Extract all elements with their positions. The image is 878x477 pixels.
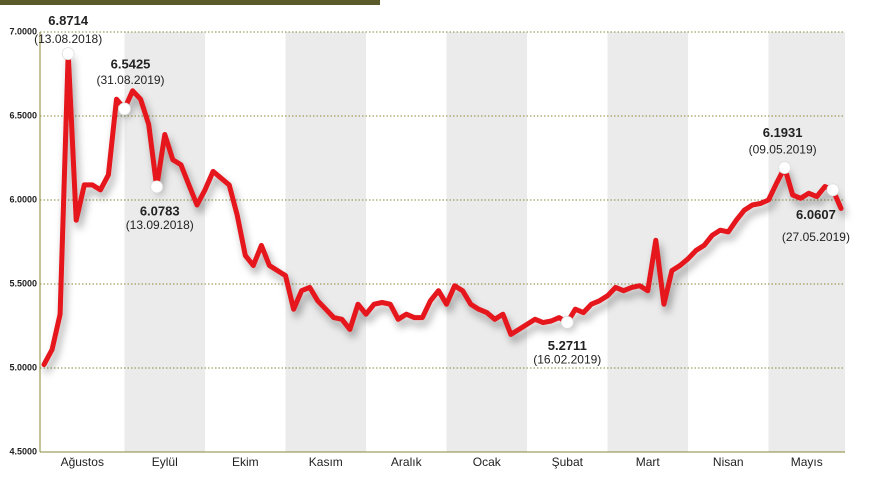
- highlight-dot: [150, 180, 164, 194]
- y-tick-label: 5.5000: [9, 278, 37, 288]
- x-tick-label: Ağustos: [61, 455, 104, 469]
- highlight-dot: [118, 102, 131, 116]
- data-line: [41, 51, 844, 368]
- x-tick-label: Ocak: [473, 455, 502, 469]
- annotation-value: 6.0607: [796, 207, 836, 222]
- y-tick-label: 6.5000: [9, 110, 37, 120]
- annotation-value: 6.1931: [763, 125, 803, 140]
- month-band: [768, 32, 845, 452]
- grid: 4.5000 5.0000 5.5000 6.0000 6.5000 7.0000: [9, 26, 845, 456]
- annotation-value: 6.8714: [48, 13, 89, 28]
- highlight-dot: [826, 183, 840, 197]
- highlight-dot: [560, 316, 574, 329]
- y-tick-label: 5.0000: [9, 362, 37, 372]
- x-tick-label: Aralık: [391, 455, 423, 469]
- highlight-dot: [778, 161, 792, 174]
- y-tick-label: 4.5000: [9, 446, 37, 456]
- top-bar: [0, 0, 380, 5]
- plot: 6.8714 (13.08.2018) 6.5425 (31.08.2019) 6.07…: [34, 13, 850, 368]
- annotation-value: 5.2711: [548, 338, 587, 353]
- x-tick-label: Kasım: [309, 455, 343, 469]
- annotation-date: (31.08.2019): [96, 73, 164, 87]
- x-tick-label: Mart: [636, 455, 661, 469]
- annotation-date: (27.05.2019): [782, 230, 850, 244]
- x-tick-label: Nisan: [713, 455, 744, 469]
- annotation-date: (13.09.2018): [126, 218, 194, 232]
- y-tick-label: 6.0000: [9, 194, 37, 204]
- x-tick-label: Eylül: [152, 455, 178, 469]
- y-tick-label: 7.0000: [9, 26, 37, 36]
- annotation-date: (13.08.2018): [34, 32, 102, 46]
- month-bands: Ağustos Eylül Ekim Kasım Aralık Ocak Şubat Mart…: [61, 32, 845, 469]
- annotation-value: 6.0783: [140, 203, 180, 218]
- x-tick-label: Şubat: [552, 455, 584, 469]
- highlight-dot: [61, 47, 75, 61]
- x-tick-label: Mayıs: [791, 455, 823, 469]
- x-tick-label: Ekim: [232, 455, 259, 469]
- month-band: [285, 32, 367, 452]
- annotation-date: (09.05.2019): [749, 143, 817, 157]
- month-band: [124, 32, 206, 452]
- month-band: [607, 32, 689, 452]
- month-band: [446, 32, 528, 452]
- annotation-value: 6.5425: [111, 56, 151, 71]
- annotation-date: (16.02.2019): [533, 353, 601, 367]
